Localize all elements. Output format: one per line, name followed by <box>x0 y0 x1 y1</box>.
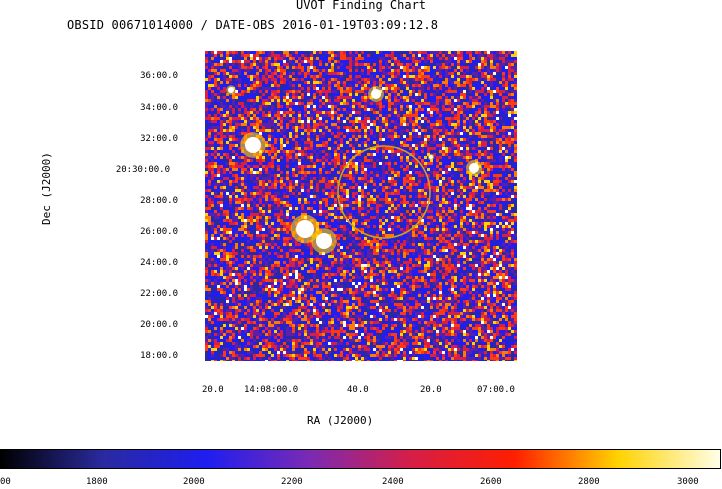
colorbar-label-5: 2400 <box>382 477 404 487</box>
colorbar-label-8: 3000 <box>677 477 699 487</box>
star-d <box>371 89 381 99</box>
dec-tick-3: 32:00.0 <box>140 134 178 144</box>
ra-axis-label: RA (J2000) <box>307 414 374 427</box>
colorbar-label-3: 2000 <box>183 477 205 487</box>
star-f <box>228 87 234 93</box>
star-a <box>296 220 314 238</box>
dec-tick-4: 20:30:00.0 <box>115 165 170 175</box>
colorbar-label-1: 00 <box>0 477 11 487</box>
dec-tick-9: 20:00.0 <box>140 320 178 330</box>
dec-tick-8: 22:00.0 <box>140 289 178 299</box>
star-b <box>316 233 332 249</box>
dec-tick-10: 18:00.0 <box>140 351 178 361</box>
dec-axis-label: Dec (J2000) <box>40 152 53 225</box>
dec-tick-1: 36:00.0 <box>140 71 178 81</box>
colorbar-label-2: 1800 <box>86 477 108 487</box>
ra-tick-2: 14:08:00.0 <box>244 385 299 395</box>
colorbar <box>0 449 722 470</box>
ra-tick-1: 20.0 <box>202 385 224 395</box>
dec-tick-5: 28:00.0 <box>140 196 178 206</box>
target-circle <box>337 145 431 239</box>
colorbar-label-4: 2200 <box>281 477 303 487</box>
star-e <box>469 163 479 173</box>
dec-tick-6: 26:00.0 <box>140 227 178 237</box>
star-g <box>429 155 433 159</box>
ra-tick-3: 40.0 <box>347 385 369 395</box>
colorbar-label-7: 2800 <box>578 477 600 487</box>
chart-subtitle: OBSID 00671014000 / DATE-OBS 2016-01-19T… <box>67 18 439 32</box>
star-c <box>245 137 261 153</box>
ra-tick-5: 07:00.0 <box>477 385 515 395</box>
colorbar-label-6: 2600 <box>480 477 502 487</box>
dec-tick-2: 34:00.0 <box>140 103 178 113</box>
finding-chart-image <box>205 51 517 361</box>
sky-image <box>205 51 517 361</box>
ra-tick-4: 20.0 <box>420 385 442 395</box>
dec-tick-7: 24:00.0 <box>140 258 178 268</box>
chart-title: UVOT Finding Chart <box>295 0 427 12</box>
